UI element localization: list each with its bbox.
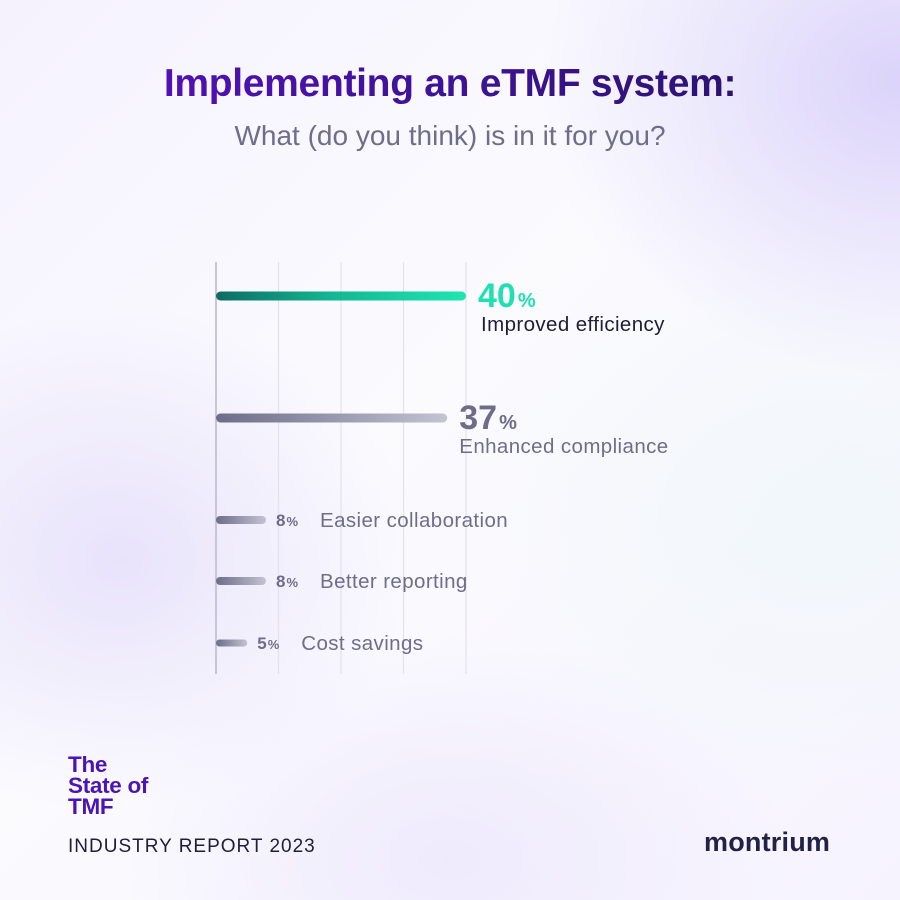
bar xyxy=(216,516,266,524)
value-label: 5% xyxy=(257,634,279,653)
brand-line-1: The xyxy=(68,752,108,777)
bar xyxy=(216,639,248,647)
report-brand: The State of TMF xyxy=(68,752,149,819)
brand-line-3: TMF xyxy=(68,794,114,819)
value-label: 8% xyxy=(276,511,298,530)
bar xyxy=(216,577,266,585)
bar xyxy=(216,291,466,301)
report-label: INDUSTRY REPORT 2023 xyxy=(68,836,316,857)
chart-title: Implementing an eTMF system: xyxy=(0,62,900,106)
category-label: Enhanced compliance xyxy=(459,435,668,458)
category-label: Cost savings xyxy=(301,632,423,655)
value-label: 40% xyxy=(478,277,536,315)
category-label: Better reporting xyxy=(320,570,468,593)
chart-subtitle: What (do you think) is in it for you? xyxy=(234,120,666,151)
value-label: 8% xyxy=(276,572,298,591)
montrium-logo: montrium xyxy=(704,827,831,857)
value-label: 37% xyxy=(459,399,517,437)
category-label: Easier collaboration xyxy=(320,509,508,532)
bar xyxy=(216,413,448,423)
category-label: Improved efficiency xyxy=(481,313,665,336)
brand-line-2: State of xyxy=(68,773,149,798)
